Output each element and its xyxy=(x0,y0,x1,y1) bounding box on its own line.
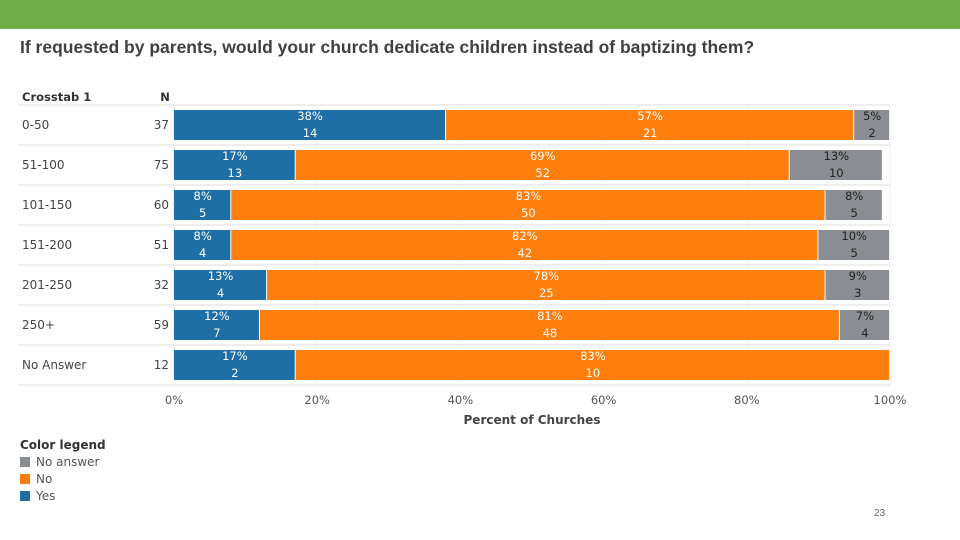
x-tick-label: 40% xyxy=(448,393,474,407)
data-label-count: 48 xyxy=(543,326,558,340)
legend-swatch-yes xyxy=(20,490,30,501)
slide-title: If requested by parents, would your chur… xyxy=(20,37,755,57)
legend-item-yes: Yes xyxy=(20,487,106,504)
page-number: 23 xyxy=(874,508,886,519)
data-label-percent: 82% xyxy=(512,229,538,243)
bar-yes xyxy=(174,310,259,340)
data-label-percent: 17% xyxy=(222,149,248,163)
category-label: 201-250 xyxy=(22,278,72,292)
x-tick-label: 20% xyxy=(304,393,330,407)
x-tick-label: 60% xyxy=(591,393,617,407)
n-value: 37 xyxy=(154,118,169,132)
bar-yes xyxy=(174,230,231,260)
legend-item-no-answer: No answer xyxy=(20,453,106,470)
bar-no xyxy=(446,110,854,140)
x-tick-label: 80% xyxy=(734,393,760,407)
data-label-count: 2 xyxy=(231,366,238,380)
data-label-count: 4 xyxy=(199,246,206,260)
data-label-percent: 81% xyxy=(537,309,563,323)
data-label-count: 50 xyxy=(521,206,536,220)
data-label-percent: 9% xyxy=(849,269,867,283)
data-label-percent: 17% xyxy=(222,349,248,363)
bar-no-answer xyxy=(789,150,882,180)
data-label-percent: 8% xyxy=(845,189,863,203)
bar-no-answer xyxy=(825,270,889,300)
data-label-count: 25 xyxy=(539,286,554,300)
legend-title: Color legend xyxy=(20,438,106,452)
bar-no xyxy=(231,230,818,260)
bar-no-answer xyxy=(825,190,882,220)
legend-label: No xyxy=(36,471,53,486)
bar-no xyxy=(231,190,825,220)
n-value: 12 xyxy=(154,358,169,372)
bar-yes xyxy=(174,110,446,140)
n-value: 51 xyxy=(154,238,169,252)
bar-yes xyxy=(174,350,295,380)
data-label-count: 14 xyxy=(303,126,318,140)
data-label-count: 52 xyxy=(535,166,550,180)
bar-no xyxy=(295,150,789,180)
n-value: 32 xyxy=(154,278,169,292)
bar-yes xyxy=(174,270,267,300)
bar-no-answer xyxy=(839,310,889,340)
x-axis-title: Percent of Churches xyxy=(464,413,601,427)
data-label-count: 5 xyxy=(851,246,858,260)
bar-yes xyxy=(174,150,295,180)
n-value: 59 xyxy=(154,318,169,332)
data-label-percent: 38% xyxy=(297,109,323,123)
data-label-count: 42 xyxy=(518,246,533,260)
top-accent-bar xyxy=(0,0,960,29)
n-value: 75 xyxy=(154,158,169,172)
bar-yes xyxy=(174,190,231,220)
data-label-percent: 69% xyxy=(530,149,556,163)
category-label: 51-100 xyxy=(22,158,65,172)
bar-no-answer xyxy=(818,230,889,260)
data-label-count: 3 xyxy=(854,286,861,300)
category-label: 250+ xyxy=(22,318,55,332)
data-label-percent: 8% xyxy=(194,229,212,243)
color-legend: Color legend No answer No Yes xyxy=(20,438,106,504)
bar-no xyxy=(259,310,839,340)
data-label-percent: 83% xyxy=(580,349,606,363)
data-label-percent: 8% xyxy=(194,189,212,203)
category-label: 0-50 xyxy=(22,118,49,132)
x-tick-label: 100% xyxy=(874,393,907,407)
legend-label: No answer xyxy=(36,454,100,469)
data-label-count: 4 xyxy=(217,286,224,300)
data-label-percent: 78% xyxy=(534,269,560,283)
category-label: 101-150 xyxy=(22,198,72,212)
category-label: 151-200 xyxy=(22,238,72,252)
bar-no xyxy=(267,270,825,300)
bar-no-answer xyxy=(854,110,889,140)
data-label-count: 2 xyxy=(868,126,875,140)
legend-swatch-no xyxy=(20,473,30,484)
data-label-count: 13 xyxy=(228,166,243,180)
data-label-percent: 83% xyxy=(516,189,542,203)
data-label-percent: 12% xyxy=(204,309,230,323)
legend-swatch-no-answer xyxy=(20,456,30,467)
data-label-count: 4 xyxy=(861,326,868,340)
data-label-percent: 57% xyxy=(637,109,663,123)
data-label-percent: 13% xyxy=(824,149,850,163)
data-label-percent: 13% xyxy=(208,269,234,283)
bar-no xyxy=(295,350,890,380)
data-label-count: 5 xyxy=(851,206,858,220)
legend-label: Yes xyxy=(36,488,56,503)
n-value: 60 xyxy=(154,198,169,212)
data-label-count: 5 xyxy=(199,206,206,220)
data-label-count: 21 xyxy=(643,126,658,140)
data-label-count: 10 xyxy=(829,166,844,180)
data-label-percent: 10% xyxy=(841,229,867,243)
row-header: Crosstab 1 xyxy=(22,90,91,104)
n-header: N xyxy=(160,90,170,104)
data-label-count: 10 xyxy=(586,366,601,380)
category-label: No Answer xyxy=(22,358,86,372)
data-label-count: 7 xyxy=(213,326,220,340)
x-tick-label: 0% xyxy=(165,393,183,407)
data-label-percent: 5% xyxy=(863,109,881,123)
legend-item-no: No xyxy=(20,470,106,487)
data-label-percent: 7% xyxy=(856,309,874,323)
